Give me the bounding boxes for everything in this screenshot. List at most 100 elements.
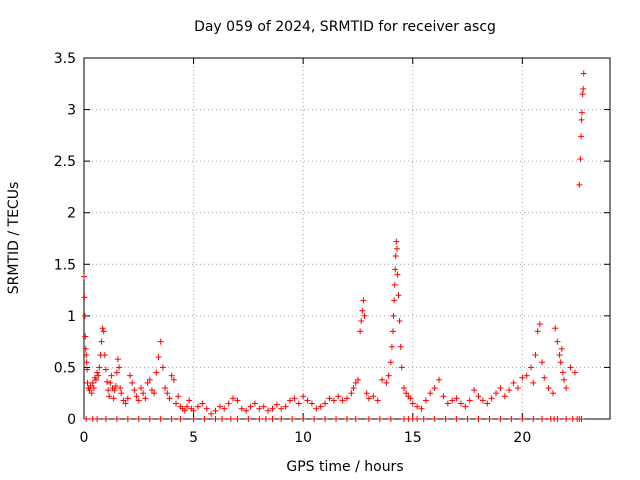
data-point <box>157 338 164 345</box>
data-point <box>322 416 329 422</box>
data-point <box>86 387 93 394</box>
data-point <box>265 407 272 414</box>
data-point <box>431 416 438 422</box>
data-point <box>82 345 89 352</box>
data-point <box>449 397 456 404</box>
data-point <box>400 385 407 392</box>
data-point <box>83 352 90 359</box>
data-point <box>94 416 101 422</box>
y-tick-labels: 0 0.5 1 1.5 2 2.5 3 3.5 <box>54 51 76 428</box>
data-point <box>395 292 402 299</box>
y-tick-label: 0.5 <box>54 360 76 376</box>
data-point <box>256 416 263 422</box>
data-point <box>484 400 491 407</box>
data-point <box>245 416 252 422</box>
data-point <box>170 376 177 383</box>
y-axis-label: SRMTID / TECUs <box>6 182 22 295</box>
data-point <box>578 133 585 140</box>
data-point <box>475 416 482 422</box>
data-point <box>506 387 513 394</box>
data-point <box>471 387 478 394</box>
data-point <box>508 416 515 422</box>
data-point <box>580 70 587 77</box>
data-point <box>385 372 392 379</box>
data-point <box>108 372 115 379</box>
data-point <box>88 390 95 397</box>
data-point <box>269 416 276 422</box>
data-point <box>350 385 357 392</box>
data-point <box>497 385 504 392</box>
data-point <box>333 416 340 422</box>
data-point <box>262 416 269 422</box>
data-point <box>365 416 372 422</box>
data-point <box>374 397 381 404</box>
data-point <box>159 364 166 371</box>
data-point <box>142 395 149 402</box>
data-point <box>354 376 361 383</box>
data-point <box>234 416 241 422</box>
data-point <box>113 416 120 422</box>
data-point <box>344 395 350 402</box>
data-point <box>563 385 570 392</box>
y-tick-label: 3 <box>67 103 76 119</box>
data-point <box>177 416 184 422</box>
data-point <box>289 416 296 422</box>
data-point <box>580 85 587 92</box>
data-point <box>427 390 434 397</box>
data-point <box>420 416 427 422</box>
data-point <box>360 297 367 304</box>
data-point <box>122 400 129 407</box>
x-axis-label: GPS time / hours <box>286 459 403 475</box>
data-point <box>578 116 585 123</box>
x-tick-label: 15 <box>404 430 422 446</box>
data-point <box>155 354 162 361</box>
x-tick-labels: 0 5 10 15 20 <box>80 430 532 446</box>
data-point <box>541 374 548 381</box>
data-point <box>105 387 112 394</box>
data-point <box>81 273 87 280</box>
data-point <box>300 393 307 400</box>
data-point <box>571 369 578 376</box>
data-point <box>352 416 359 422</box>
data-point <box>313 405 320 412</box>
data-point <box>393 238 400 245</box>
data-point <box>559 369 566 376</box>
data-point <box>488 395 495 402</box>
data-point <box>567 364 574 371</box>
data-point <box>243 407 250 414</box>
data-point <box>168 372 175 379</box>
data-point <box>89 379 96 386</box>
data-point <box>326 395 333 402</box>
data-point <box>359 307 366 314</box>
data-point <box>90 385 97 392</box>
data-point <box>397 343 404 350</box>
data-point <box>486 416 493 422</box>
data-point <box>363 390 370 397</box>
data-point <box>453 416 460 422</box>
data-point <box>466 397 473 404</box>
data-point <box>388 343 395 350</box>
data-point <box>287 397 294 404</box>
data-point <box>358 318 365 325</box>
data-point <box>383 379 390 386</box>
data-point <box>221 405 228 412</box>
data-point <box>230 395 237 402</box>
data-point <box>560 376 567 383</box>
data-series-srmtid <box>81 70 587 422</box>
data-point <box>409 400 416 407</box>
data-point <box>208 410 215 417</box>
data-point <box>376 416 383 422</box>
data-point <box>479 397 486 404</box>
data-point <box>577 156 584 163</box>
data-point <box>394 271 401 278</box>
data-point <box>390 328 397 335</box>
data-point <box>135 397 142 404</box>
data-point <box>539 359 546 366</box>
data-point <box>227 416 234 422</box>
data-point <box>93 376 100 383</box>
data-point <box>497 416 504 422</box>
data-point <box>101 352 108 359</box>
data-point <box>146 416 153 422</box>
data-point <box>102 366 109 373</box>
